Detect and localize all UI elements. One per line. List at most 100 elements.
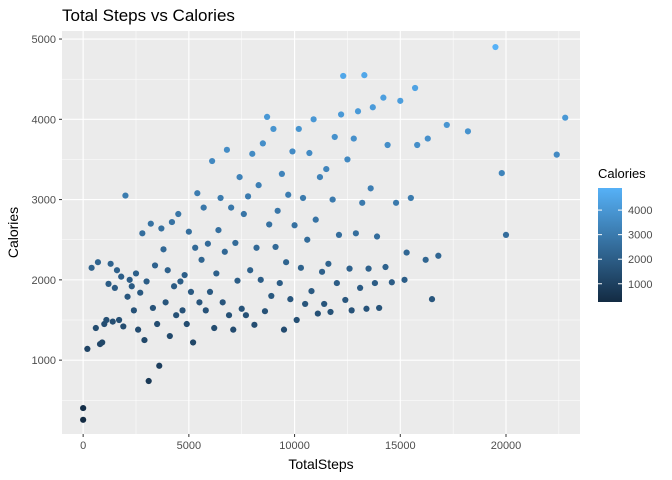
data-point [280, 326, 288, 333]
data-point [139, 230, 146, 237]
data-point [268, 292, 275, 300]
data-point [196, 299, 203, 306]
data-point [187, 288, 195, 296]
data-point [173, 312, 180, 319]
data-point [115, 316, 123, 324]
data-point [189, 339, 197, 346]
data-point [137, 289, 144, 296]
data-point [80, 416, 87, 423]
data-point [242, 312, 250, 319]
data-point [464, 128, 472, 135]
data-point [498, 169, 505, 177]
data-point [348, 307, 355, 314]
data-point [435, 252, 442, 259]
data-point [369, 104, 376, 111]
data-point [289, 148, 296, 155]
data-point [240, 210, 247, 218]
data-point [293, 316, 300, 324]
legend-ticks: 1000 2000 3000 4000 [598, 205, 652, 291]
y-axis-title: Calories [5, 207, 21, 258]
legend-tick-label: 4000 [628, 205, 652, 217]
data-point [185, 228, 192, 235]
data-point [321, 300, 328, 308]
data-point [194, 190, 201, 197]
x-tick-label: 5000 [177, 440, 201, 452]
data-point [287, 296, 294, 303]
data-point [401, 276, 408, 283]
data-point [164, 267, 171, 274]
data-point [198, 256, 205, 263]
data-point [365, 265, 372, 272]
data-point [244, 193, 252, 200]
data-point [219, 299, 226, 306]
data-point [278, 170, 285, 177]
y-tick-label: 3000 [32, 195, 56, 207]
x-tick-label: 20000 [491, 440, 522, 452]
data-point [302, 300, 309, 308]
data-point [209, 157, 216, 165]
data-point [297, 264, 305, 271]
data-point [371, 279, 379, 287]
data-point [126, 276, 133, 283]
data-point [206, 288, 214, 296]
data-point [94, 259, 102, 266]
data-point [217, 194, 224, 202]
data-point [361, 72, 368, 79]
data-point [230, 326, 237, 333]
y-tick-label: 1000 [32, 355, 56, 367]
data-point [323, 165, 330, 173]
data-point [249, 150, 256, 157]
x-tick-label: 0 [80, 440, 86, 452]
data-point [166, 332, 173, 340]
data-point [179, 307, 186, 314]
data-point [314, 310, 321, 317]
data-point [238, 305, 245, 312]
data-point [392, 199, 400, 206]
data-point [88, 264, 95, 271]
data-point [84, 345, 91, 353]
data-point [228, 204, 235, 211]
data-point [346, 265, 353, 272]
data-point [80, 404, 87, 412]
data-point [443, 121, 450, 129]
axes: 0 5000 10000 15000 20000 1000 2000 3000 4000 5000 [32, 34, 522, 452]
data-point [283, 259, 290, 266]
data-point [327, 308, 334, 316]
data-point [316, 174, 324, 181]
data-point [200, 204, 207, 211]
data-point [276, 279, 283, 287]
data-point [192, 244, 199, 251]
data-point [382, 263, 389, 271]
plot-panel [62, 31, 580, 434]
data-point [263, 113, 271, 120]
data-point [354, 108, 362, 115]
data-point [141, 336, 148, 344]
data-point [130, 307, 137, 314]
data-point [428, 296, 436, 303]
data-point [109, 318, 116, 325]
data-point [120, 323, 127, 330]
data-point [388, 279, 395, 286]
data-point [223, 146, 231, 153]
data-point [132, 270, 140, 277]
x-tick-label: 10000 [279, 440, 310, 452]
data-point [344, 156, 351, 163]
data-point [342, 296, 349, 304]
data-point [407, 194, 414, 202]
data-point [312, 216, 319, 223]
data-point [183, 320, 190, 328]
data-point [128, 283, 135, 290]
data-point [255, 182, 262, 189]
data-point [333, 279, 340, 287]
data-point [403, 249, 410, 256]
data-point [492, 43, 499, 51]
data-point [135, 326, 142, 333]
data-point [124, 293, 131, 300]
data-point [259, 140, 266, 147]
data-point [363, 305, 370, 312]
data-point [177, 278, 184, 285]
data-point [234, 277, 241, 284]
data-point [340, 72, 347, 80]
data-point [350, 135, 357, 142]
